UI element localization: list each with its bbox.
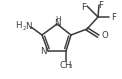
Text: H: H — [15, 21, 22, 30]
Text: F: F — [112, 12, 117, 21]
Text: F: F — [98, 2, 103, 11]
Text: CH: CH — [60, 61, 72, 70]
Text: F: F — [81, 3, 86, 12]
Text: H: H — [55, 16, 61, 22]
Text: N: N — [25, 22, 31, 31]
Text: 3: 3 — [68, 64, 72, 69]
Text: N: N — [54, 20, 60, 29]
Text: 2: 2 — [23, 26, 26, 31]
Text: O: O — [101, 32, 108, 41]
Text: N: N — [41, 47, 47, 56]
